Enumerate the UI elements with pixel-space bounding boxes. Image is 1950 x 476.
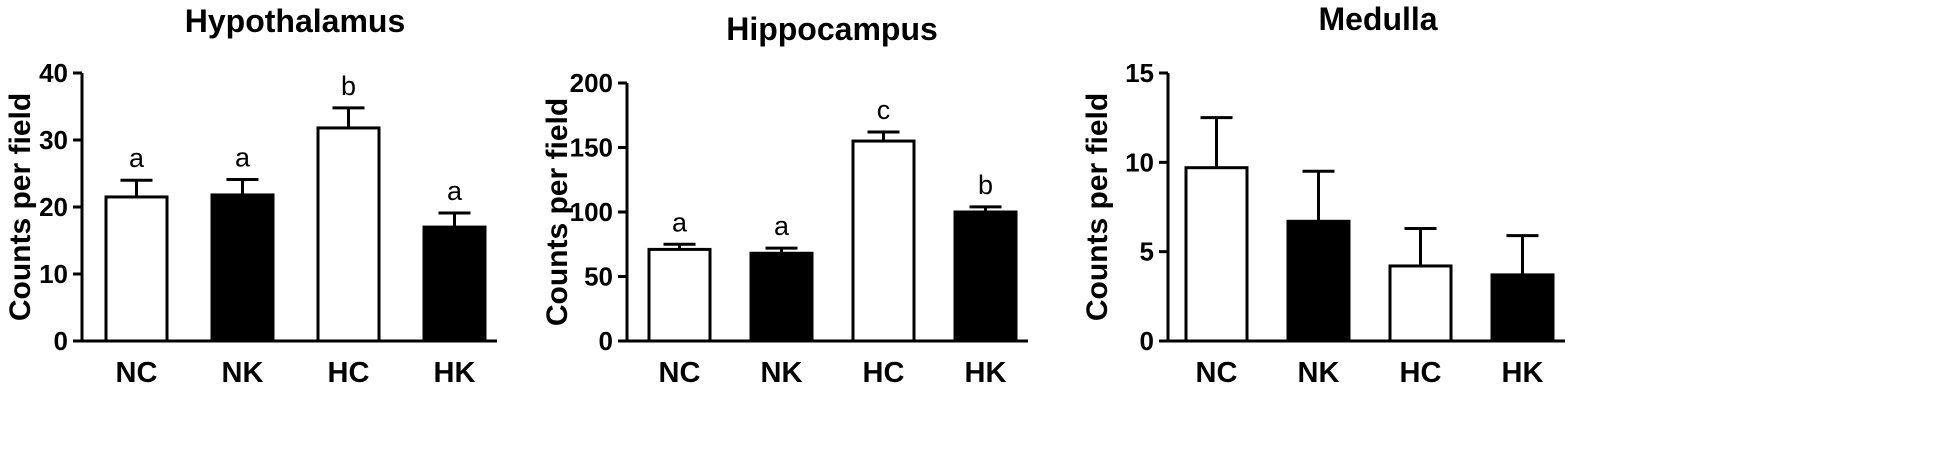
x-tick-label: HK xyxy=(965,357,1007,389)
y-tick-label: 0 xyxy=(599,326,613,356)
x-tick-label: NK xyxy=(222,357,264,389)
y-tick-label: 0 xyxy=(1140,326,1154,356)
significance-letter: b xyxy=(978,170,993,200)
significance-letter: b xyxy=(341,71,356,101)
y-tick-label: 15 xyxy=(1125,58,1154,88)
x-tick-label: NK xyxy=(1298,357,1340,389)
significance-letter: c xyxy=(877,95,891,125)
y-tick-label: 10 xyxy=(1125,147,1154,177)
bar-nk xyxy=(210,193,275,343)
hippocampus-panel: Hippocampus Counts per field 0 50 100 150 200 a… xyxy=(541,11,1028,389)
significance-letter: a xyxy=(129,143,145,173)
significance-letter: a xyxy=(235,143,251,173)
y-tick-label: 100 xyxy=(570,197,613,227)
x-tick-label: HC xyxy=(1400,357,1442,389)
y-tick-label: 0 xyxy=(54,326,68,356)
y-axis-label: Counts per field xyxy=(541,98,574,326)
significance-letter: a xyxy=(672,207,688,237)
significance-letter: a xyxy=(447,176,463,206)
x-tick-label: NK xyxy=(761,357,803,389)
bar-nc xyxy=(104,195,169,343)
bar-hk xyxy=(953,210,1018,343)
bar-nc xyxy=(647,247,712,343)
bar-nk xyxy=(749,251,814,343)
significance-letter: a xyxy=(774,211,790,241)
y-tick-label: 30 xyxy=(39,125,68,155)
bar-nk xyxy=(1286,219,1351,343)
x-tick-label: NC xyxy=(1196,357,1238,389)
chart-title: Hypothalamus xyxy=(185,3,405,39)
x-tick-label: HC xyxy=(863,357,905,389)
chart-title: Medulla xyxy=(1318,1,1437,37)
x-tick-label: HC xyxy=(328,357,370,389)
y-tick-label: 40 xyxy=(39,58,68,88)
y-tick-label: 5 xyxy=(1140,237,1154,267)
y-tick-label: 10 xyxy=(39,259,68,289)
x-tick-label: HK xyxy=(434,357,476,389)
bar-nc xyxy=(1184,166,1249,343)
bar-hk xyxy=(422,225,487,343)
y-axis-label: Counts per field xyxy=(1081,93,1114,321)
medulla-panel: Medulla Counts per field 0 5 10 15 NC NK HC HK xyxy=(1081,1,1565,389)
chart-title: Hippocampus xyxy=(726,11,938,47)
x-tick-label: NC xyxy=(116,357,158,389)
y-tick-label: 150 xyxy=(570,133,613,163)
bar-hc xyxy=(316,126,381,343)
y-tick-label: 50 xyxy=(584,262,613,292)
y-tick-label: 20 xyxy=(39,192,68,222)
x-tick-label: NC xyxy=(659,357,701,389)
bar-hc xyxy=(851,139,916,343)
x-tick-label: HK xyxy=(1502,357,1544,389)
hypothalamus-panel: Hypothalamus Counts per field 0 10 20 30 40 a NC… xyxy=(4,3,497,389)
y-axis-label: Counts per field xyxy=(4,93,37,321)
bar-hk xyxy=(1490,273,1555,343)
bar-hc xyxy=(1388,264,1453,343)
y-tick-label: 200 xyxy=(570,68,613,98)
